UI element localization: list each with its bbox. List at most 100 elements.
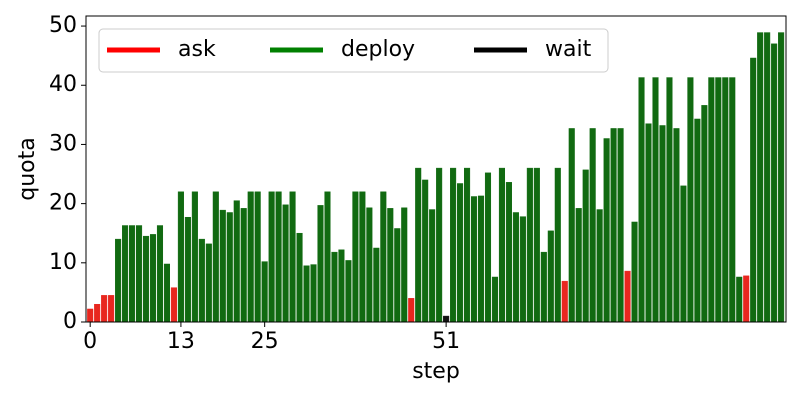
y-axis-label: quota [15,137,40,200]
y-tick-label: 30 [49,131,77,156]
bar [477,195,485,323]
bar [87,308,94,323]
bar [764,32,771,323]
bar [115,238,122,323]
bar [359,191,366,323]
y-tick-label: 40 [49,72,77,97]
bar [310,264,317,323]
bar [380,191,387,323]
bar [373,247,380,323]
y-tick-label: 10 [49,250,77,275]
bar [450,167,457,323]
y-tick-label: 20 [49,191,77,216]
bar [603,138,610,323]
bar [708,77,715,323]
bar [205,243,212,323]
bar [247,191,254,323]
bar [352,191,359,323]
bar [261,261,268,323]
bar [659,125,666,323]
bar [142,235,150,323]
bar [729,77,736,323]
bar [303,265,310,323]
bar [589,128,596,323]
bar [582,169,589,323]
bar [163,263,170,323]
bar [212,191,219,323]
bar [464,167,471,323]
bar [596,209,603,323]
bar [645,123,652,323]
bar [366,207,373,323]
legend: ask deploy wait [98,28,609,73]
bar [743,275,750,323]
bar [394,228,401,323]
bar [673,128,680,323]
bar [547,230,554,323]
bar [268,191,275,323]
bar [680,185,687,323]
bar [401,207,408,323]
bar [540,251,547,323]
bar [226,212,233,323]
bar [345,260,352,323]
bar [296,232,303,323]
bar [387,208,394,323]
bar [771,43,778,323]
legend-box [98,28,609,73]
bar [722,77,729,323]
bar [484,172,492,323]
bar [436,167,443,323]
bar [631,221,638,323]
bar [156,225,164,323]
bar [219,209,226,323]
bar [519,216,526,323]
bar [736,276,743,323]
bar [94,303,101,323]
bar [617,128,624,323]
bar [701,105,708,323]
bar [415,167,422,323]
bar [254,191,261,323]
x-tick-label: 13 [167,329,195,354]
bar [198,238,205,323]
bar [666,77,673,323]
bar [184,216,191,323]
bar [289,191,296,323]
bar [240,208,247,323]
legend-label: ask [178,37,216,62]
bar [568,128,575,323]
x-axis-label: step [412,359,460,384]
bar [652,77,659,323]
bar [554,167,561,323]
bar [778,32,785,323]
x-tick-label: 25 [251,329,279,354]
bar [638,77,645,323]
legend-label: wait [545,37,592,62]
bar [505,182,512,323]
bar [422,179,429,323]
bar [135,225,143,323]
y-tick-label: 50 [49,13,77,38]
bar [408,298,415,323]
bar [687,77,694,323]
legend-label: deploy [341,37,415,62]
bar [129,225,136,323]
bar [429,209,436,323]
bar [443,315,450,323]
bar [317,205,324,323]
bar [324,191,331,323]
bar [533,167,540,323]
bar [275,191,282,323]
bar [526,167,533,323]
bar [750,57,757,323]
bar [694,118,701,323]
bar [191,191,198,323]
bar [177,191,184,323]
bar [498,167,505,323]
bar [470,196,478,323]
bar [575,208,582,323]
bar [149,234,157,323]
bar [101,295,108,323]
